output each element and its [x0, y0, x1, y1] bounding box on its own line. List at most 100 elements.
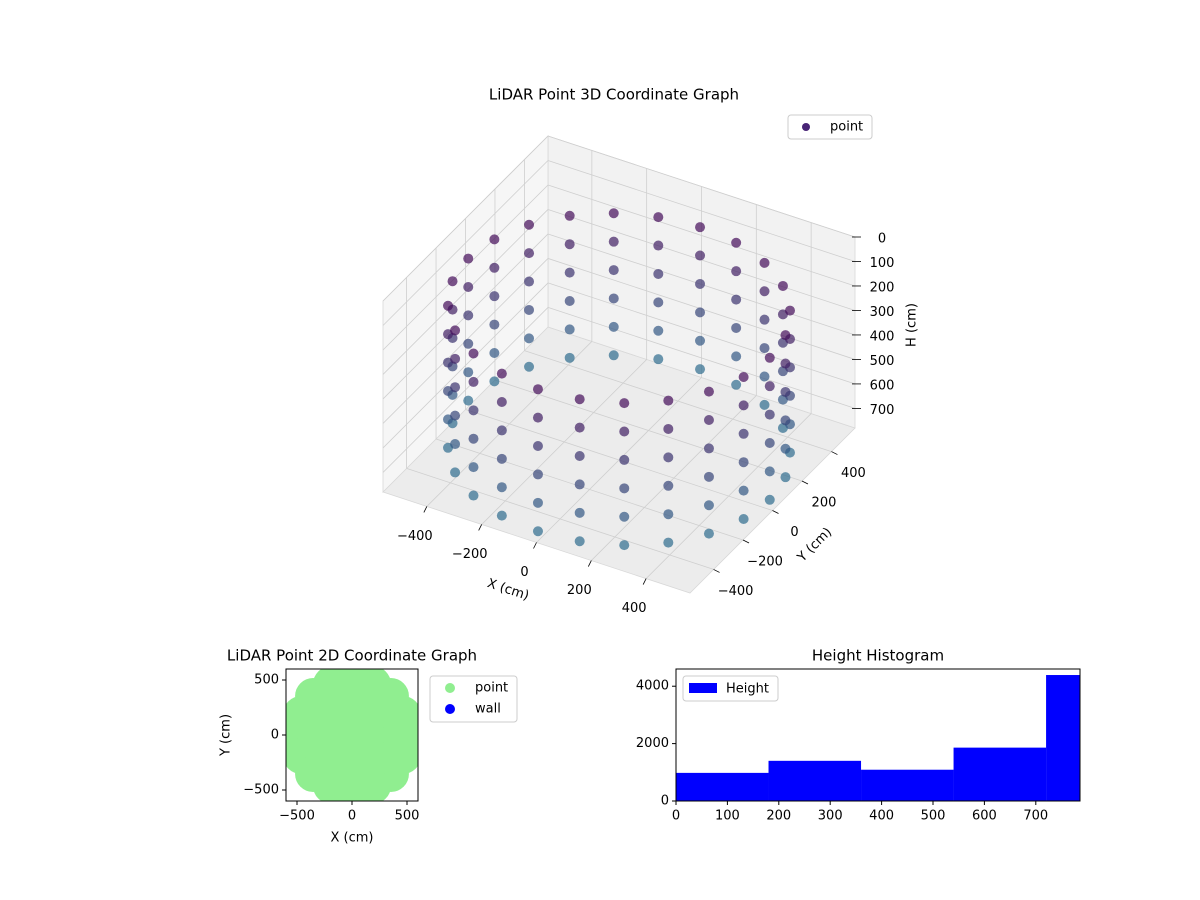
point [780, 358, 791, 369]
tick-mark [772, 510, 779, 514]
point [663, 509, 674, 520]
point [463, 281, 474, 292]
legend-box [429, 675, 518, 723]
x-tick-label: 200 [766, 809, 791, 824]
chart-3d: −400 −200 0 200 400 −400 −200 0 200 400 0 100 200 300… [382, 86, 920, 616]
y-tick-label: 400 [841, 466, 866, 481]
point [764, 381, 775, 392]
x-tick-label: 500 [395, 809, 420, 824]
point [447, 276, 458, 287]
point [653, 354, 664, 365]
point [764, 494, 775, 505]
grid-line [382, 307, 549, 473]
point [574, 394, 585, 405]
point [764, 466, 775, 477]
point [532, 441, 543, 452]
point [468, 405, 479, 416]
point [489, 234, 500, 245]
legend-marker [445, 683, 455, 693]
point [731, 322, 742, 333]
point [450, 325, 461, 336]
point [738, 428, 749, 439]
point [463, 338, 474, 349]
bar [953, 747, 1047, 801]
legend-marker [445, 704, 455, 714]
point [703, 500, 714, 511]
y-tick-label: 0 [790, 525, 798, 540]
point [731, 294, 742, 305]
point [463, 253, 474, 264]
grid-line [465, 409, 773, 511]
point [703, 386, 714, 397]
bar [768, 760, 862, 801]
grid-line [382, 282, 549, 449]
grid-line [382, 184, 549, 351]
grid-line [524, 350, 832, 452]
point [738, 485, 749, 496]
y-tick-label: 0 [271, 728, 279, 743]
x-tick-label: 0 [348, 809, 356, 824]
point [496, 482, 507, 493]
point [334, 717, 370, 753]
tick-mark [801, 480, 809, 485]
z-tick-label: 400 [870, 329, 895, 344]
point [496, 453, 507, 464]
point [468, 490, 479, 501]
legend-box [787, 114, 873, 140]
point [703, 443, 714, 454]
point [357, 740, 394, 777]
point [695, 222, 706, 233]
point [731, 351, 742, 362]
point [731, 379, 742, 390]
x-tick-label: 0 [520, 565, 528, 580]
point [663, 480, 674, 491]
point [731, 266, 742, 277]
point [463, 310, 474, 321]
point [738, 371, 749, 382]
point [524, 219, 535, 230]
x-tick-label: 200 [567, 583, 592, 598]
point [564, 239, 575, 250]
point [564, 352, 575, 363]
grid-line [547, 307, 856, 409]
chart-histogram: 0 100 200 300 400 500 600 700 0 2000 4000 Height Hei… [636, 647, 1081, 824]
chart-2d: point wall −500 0 500 −500 0 500 LiDAR Point 2D … [219, 647, 518, 846]
x-tick-label: 700 [1023, 809, 1048, 824]
plot-area [676, 675, 1080, 801]
grid-line [494, 379, 803, 482]
y-tick-label: −500 [243, 783, 279, 798]
point [780, 386, 791, 397]
point [619, 454, 630, 465]
point [450, 382, 461, 393]
point [524, 276, 535, 287]
point [496, 425, 507, 436]
x-tick-label: 500 [921, 809, 946, 824]
grid-line [382, 135, 549, 302]
z-tick-label: 600 [870, 378, 895, 393]
tick-mark [587, 560, 592, 567]
grid-line [547, 184, 856, 287]
point [489, 319, 500, 330]
point [608, 293, 619, 304]
legend-marker [689, 683, 717, 693]
point [663, 395, 674, 406]
point [463, 367, 474, 378]
point [608, 265, 619, 276]
z-tick-label: 700 [870, 403, 895, 418]
tick-mark [423, 506, 428, 513]
chart-title: LiDAR Point 2D Coordinate Graph [227, 647, 477, 665]
legend-label: point [475, 681, 508, 696]
point [663, 452, 674, 463]
point [450, 467, 461, 478]
z-axis-label: H (cm) [905, 303, 920, 347]
point [532, 469, 543, 480]
point [780, 472, 791, 483]
point [489, 291, 500, 302]
tick-mark [642, 578, 647, 585]
point [695, 250, 706, 261]
point [619, 540, 630, 551]
point [532, 526, 543, 537]
grid-line [382, 209, 549, 375]
point [777, 280, 788, 291]
y-tick-label: 0 [661, 794, 669, 809]
